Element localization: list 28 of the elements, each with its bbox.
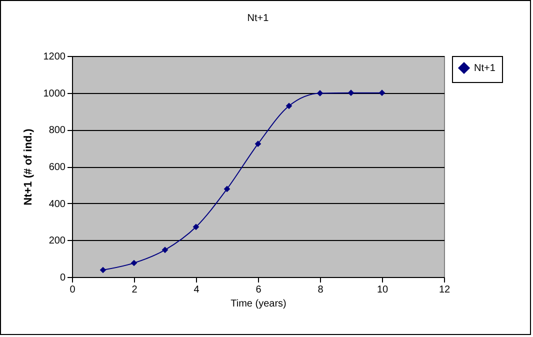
point: [348, 90, 354, 96]
point: [286, 102, 292, 110]
y-tick-label: 400: [48, 198, 66, 210]
y-tick-label: 1000: [43, 88, 66, 100]
y-tick-label: 600: [48, 162, 66, 173]
x-tick-label: 8: [318, 284, 324, 296]
x-tick-label: 12: [438, 284, 450, 296]
point: [100, 266, 106, 274]
y-tick-label: 0: [60, 272, 66, 284]
chart-title: Nt+1: [247, 13, 270, 24]
point: [224, 186, 230, 192]
x-tick-label: 6: [256, 284, 262, 296]
y-tick-label: 1200: [43, 52, 66, 62]
y-tick-label: 800: [48, 125, 66, 136]
x-axis-title: Time (years): [230, 298, 286, 310]
point: [192, 224, 200, 230]
point: [316, 90, 324, 96]
point: [130, 260, 138, 266]
point: [378, 90, 386, 96]
x-tick-label: 2: [132, 284, 138, 296]
x-tick-label: 0: [70, 284, 76, 296]
point: [254, 140, 262, 148]
legend-label: Nt+1: [474, 63, 496, 74]
x-tick-label: 10: [376, 284, 388, 296]
y-axis-title: Nt+1 (# of ind.): [22, 128, 34, 206]
point: [162, 246, 168, 254]
y-tick-label: 200: [48, 236, 66, 247]
x-tick-label: 4: [194, 284, 200, 296]
